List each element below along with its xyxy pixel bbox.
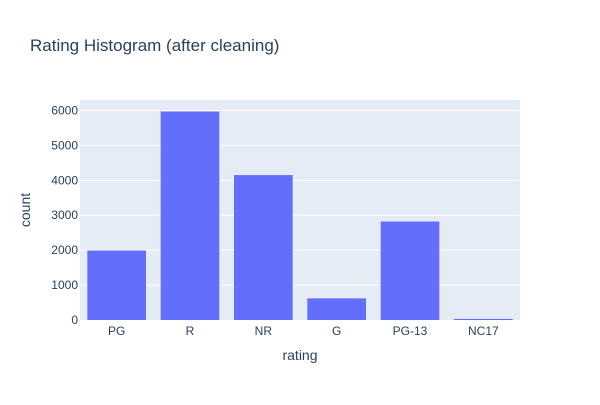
bar-nc17[interactable]	[454, 318, 513, 320]
y-tick-labels: 0 1000 2000 3000 4000 5000 6000	[51, 103, 78, 327]
x-tick-label: NC17	[468, 324, 499, 338]
y-tick-label: 4000	[51, 173, 78, 187]
y-tick-label: 3000	[51, 208, 78, 222]
bar-pg[interactable]	[87, 250, 146, 320]
y-tick-label: 2000	[51, 243, 78, 257]
x-tick-label: PG-13	[393, 324, 428, 338]
y-axis-label: count	[17, 193, 33, 227]
x-tick-label: NR	[255, 324, 273, 338]
y-tick-label: 6000	[51, 103, 78, 117]
x-tick-label: R	[186, 324, 195, 338]
bar-pg-13[interactable]	[380, 221, 440, 320]
x-tick-labels: PG R NR G PG-13 NC17	[108, 324, 499, 338]
chart-title: Rating Histogram (after cleaning)	[30, 36, 279, 55]
y-tick-label: 1000	[51, 278, 78, 292]
x-tick-label: G	[332, 324, 341, 338]
x-tick-label: PG	[108, 324, 125, 338]
bar-nr[interactable]	[234, 175, 293, 320]
y-tick-label: 5000	[51, 138, 78, 152]
bars	[87, 111, 513, 321]
gridlines	[80, 109, 520, 286]
plot-area	[80, 100, 520, 320]
bar-g[interactable]	[307, 298, 366, 320]
bar-r[interactable]	[160, 111, 220, 321]
y-tick-label: 0	[71, 313, 78, 327]
x-axis-label: rating	[282, 347, 317, 363]
